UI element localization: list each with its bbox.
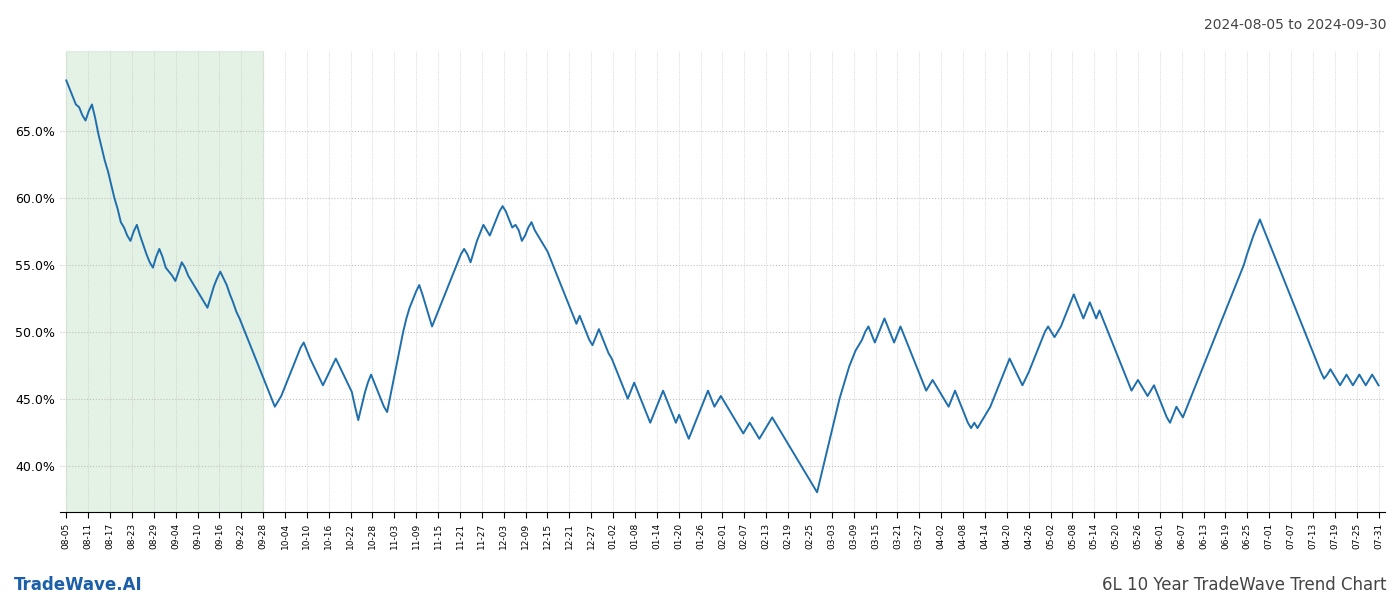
Bar bbox=[66, 51, 263, 512]
Text: 2024-08-05 to 2024-09-30: 2024-08-05 to 2024-09-30 bbox=[1204, 18, 1386, 32]
Text: 6L 10 Year TradeWave Trend Chart: 6L 10 Year TradeWave Trend Chart bbox=[1102, 576, 1386, 594]
Text: TradeWave.AI: TradeWave.AI bbox=[14, 576, 143, 594]
